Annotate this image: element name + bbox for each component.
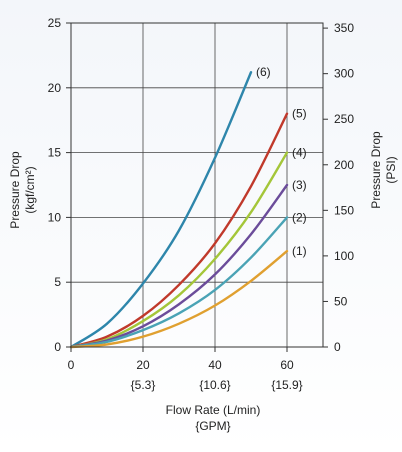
y-left-axis-title-line2: (kgf/cm²) xyxy=(23,166,37,213)
y-right-axis-title-line2: (PSI) xyxy=(384,156,398,183)
y-right-tick-label: 350 xyxy=(334,21,354,35)
plot-frame xyxy=(70,22,324,348)
x-tick-label: 40 xyxy=(208,358,222,372)
left-y-tick-labels: 0 5 10 15 20 25 xyxy=(48,16,71,354)
series-line-6 xyxy=(69,71,253,349)
y-right-tick-label: 300 xyxy=(334,67,354,81)
series-label-1: (1) xyxy=(292,244,307,258)
x-tick-label: 0 xyxy=(68,358,75,372)
series-labels: (6) (5) (4) (3) (2) (1) xyxy=(256,65,307,258)
y-left-axis-title-line1: Pressure Drop xyxy=(8,151,22,229)
y-right-axis-title-line1: Pressure Drop xyxy=(369,131,383,209)
y-right-tick-label: 100 xyxy=(334,249,354,263)
y-left-tick-label: 5 xyxy=(54,275,61,289)
x-secondary-tick-label: {5.3} xyxy=(131,378,156,392)
y-left-tick-label: 0 xyxy=(54,340,61,354)
series-line-3 xyxy=(69,183,289,349)
y-left-tick-label: 15 xyxy=(48,146,62,160)
right-y-tick-labels: 0 50 100 150 200 250 300 350 xyxy=(323,21,354,354)
series-label-5: (5) xyxy=(292,107,307,121)
x-secondary-tick-label: {15.9} xyxy=(271,378,302,392)
series-line-4 xyxy=(69,151,289,349)
x-secondary-tick-label: {10.6} xyxy=(199,378,230,392)
x-axis-title: Flow Rate (L/min) xyxy=(166,403,261,417)
grid-lines xyxy=(70,22,323,348)
x-secondary-tick-labels: {5.3} {10.6} {15.9} xyxy=(131,378,303,392)
y-right-tick-label: 50 xyxy=(334,294,348,308)
y-left-tick-label: 25 xyxy=(48,16,62,30)
series-label-4: (4) xyxy=(292,146,307,160)
series-line-2 xyxy=(69,216,289,349)
y-left-tick-label: 10 xyxy=(48,210,62,224)
series-label-3: (3) xyxy=(292,178,307,192)
x-tick-label: 20 xyxy=(136,358,150,372)
series-line-5 xyxy=(69,112,289,349)
y-right-tick-label: 200 xyxy=(334,158,354,172)
y-right-tick-label: 0 xyxy=(334,340,341,354)
y-right-tick-label: 150 xyxy=(334,203,354,217)
x-axis-secondary-title: {GPM} xyxy=(195,419,230,433)
series-label-2: (2) xyxy=(292,210,307,224)
series-label-6: (6) xyxy=(256,65,271,79)
y-right-tick-label: 250 xyxy=(334,112,354,126)
series-line-1 xyxy=(69,249,289,349)
x-tick-labels: 0 20 40 60 xyxy=(68,347,294,372)
series-curves xyxy=(69,71,289,349)
x-tick-label: 60 xyxy=(280,358,294,372)
y-left-tick-label: 20 xyxy=(48,81,62,95)
